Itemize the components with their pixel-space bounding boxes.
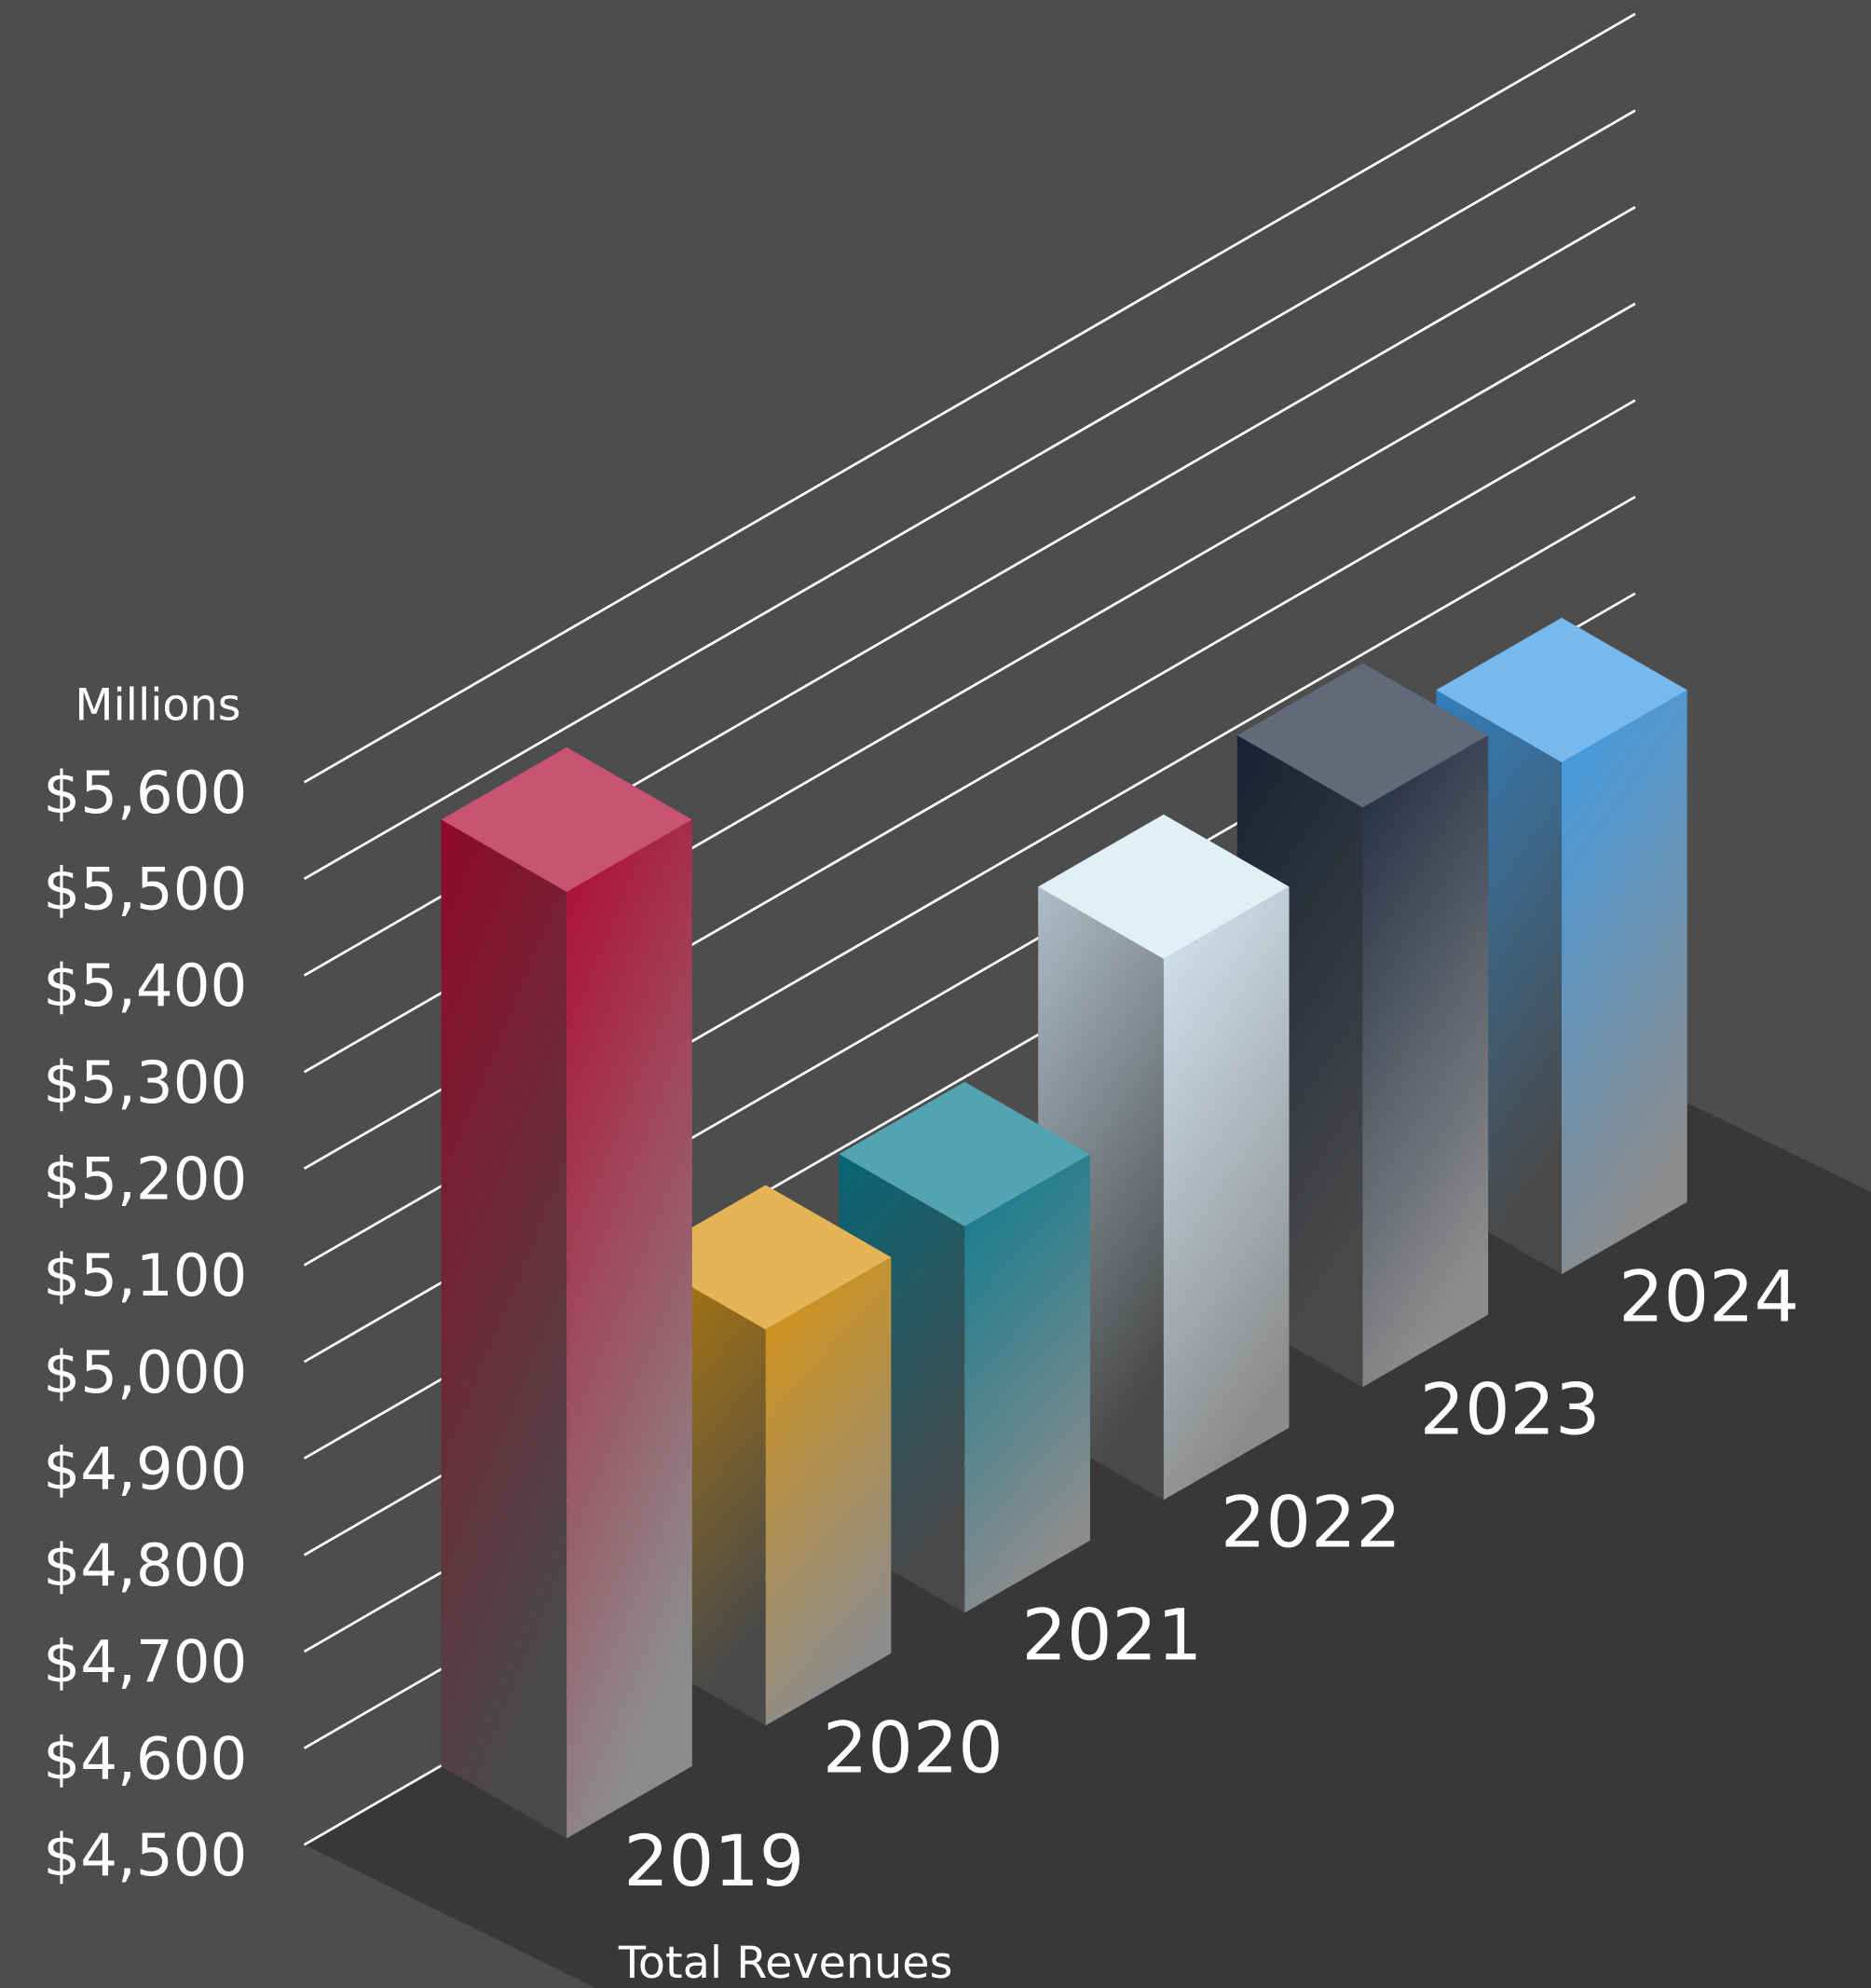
y-tick-label: $4,700 <box>43 1628 247 1696</box>
x-tick-label: 2022 <box>1221 1481 1401 1564</box>
x-tick-label: 2021 <box>1022 1594 1203 1677</box>
bar-top-face <box>441 747 692 892</box>
x-tick-label: 2020 <box>823 1707 1004 1789</box>
bar-right-face <box>964 1154 1090 1613</box>
bar-right-face <box>1362 734 1489 1388</box>
grid-line <box>303 12 1636 784</box>
x-axis-label: Total Revenues <box>618 1938 952 1988</box>
bar-left-shade <box>441 819 567 1839</box>
bar-right-face <box>1163 886 1290 1501</box>
bar-top-face <box>1038 814 1290 959</box>
grid-line <box>303 109 1636 881</box>
bar-top-face <box>839 1081 1090 1227</box>
x-tick-label: 2023 <box>1420 1368 1601 1451</box>
y-tick-label: $5,400 <box>43 952 247 1020</box>
bar-top-face <box>1236 663 1489 808</box>
y-tick-label: $4,500 <box>43 1821 247 1889</box>
bar-top-highlight <box>1038 814 1290 959</box>
bar-top-face <box>1436 617 1687 762</box>
y-tick-label: $5,200 <box>43 1145 247 1213</box>
bar-left-face <box>441 819 567 1839</box>
x-tick-label: 2019 <box>623 1819 804 1902</box>
y-tick-label: $5,100 <box>43 1241 247 1309</box>
y-tick-label: $5,000 <box>43 1338 247 1406</box>
bar-top-highlight <box>1236 663 1489 808</box>
bar <box>441 747 692 1839</box>
bar-top-highlight <box>839 1081 1090 1227</box>
bar-right-face <box>765 1256 892 1726</box>
y-tick-label: $5,600 <box>43 759 247 827</box>
bar-right-face <box>1562 690 1687 1275</box>
unit-label: Millions <box>75 680 240 732</box>
x-tick-label: 2024 <box>1618 1254 1799 1337</box>
bar-top-highlight <box>441 747 692 892</box>
y-tick-label: $4,600 <box>43 1724 247 1792</box>
y-tick-label: $5,500 <box>43 856 247 924</box>
bar-top-highlight <box>1436 617 1687 762</box>
y-tick-label: $4,800 <box>43 1531 247 1599</box>
bar-right-face <box>567 819 692 1839</box>
y-tick-label: $5,300 <box>43 1049 247 1117</box>
y-tick-label: $4,900 <box>43 1434 247 1502</box>
